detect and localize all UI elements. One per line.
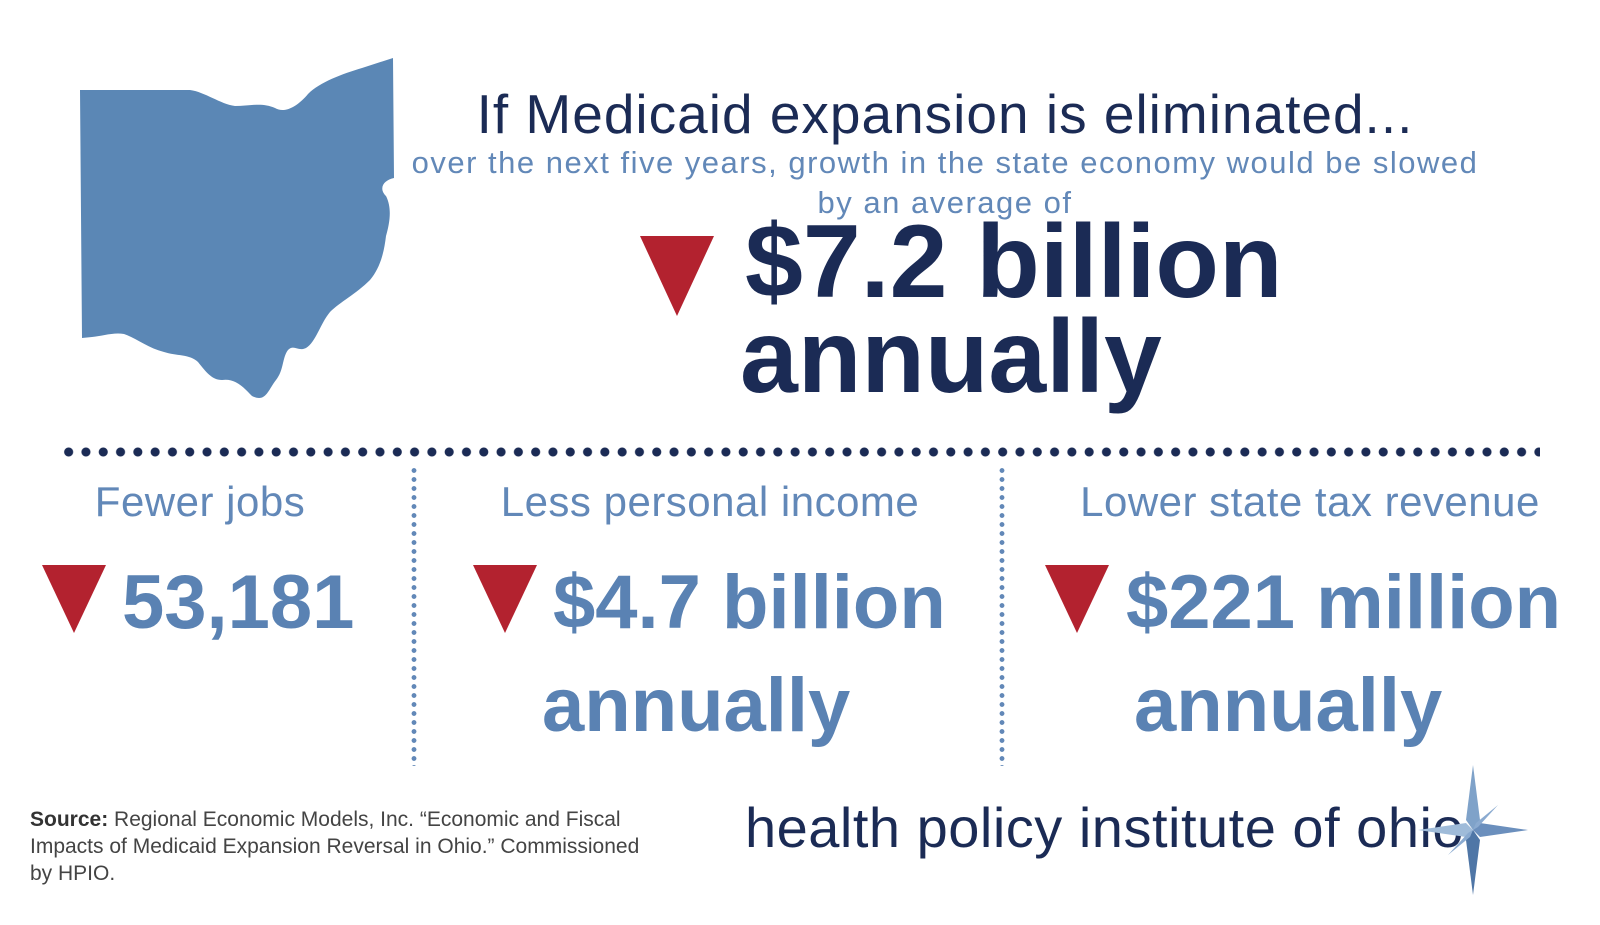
triangle-down-icon (640, 236, 714, 316)
source-citation: Source: Regional Economic Models, Inc. “… (30, 806, 650, 887)
income-title: Less personal income (500, 478, 920, 525)
tax-value: $221 million (1126, 560, 1562, 645)
ohio-map-icon (80, 58, 394, 398)
column-divider (411, 466, 417, 766)
main-figure-period: annually (740, 299, 1162, 415)
headline: If Medicaid expansion is eliminated... (476, 83, 1414, 145)
income-period: annually (542, 663, 851, 748)
tax-period: annually (1134, 663, 1443, 748)
compass-star-icon (1418, 765, 1528, 895)
organization-name: health policy institute of ohio (745, 796, 1465, 859)
column-divider (999, 466, 1005, 766)
triangle-down-icon (473, 565, 537, 633)
main-figure-amount: $7.2 billion (745, 204, 1283, 320)
source-text: Regional Economic Models, Inc. “Economic… (30, 808, 640, 885)
source-label: Source: (30, 808, 109, 831)
subheadline: over the next five years, growth in the … (411, 145, 1479, 220)
triangle-down-icon (42, 565, 106, 633)
dotted-divider (60, 446, 1540, 458)
income-value: $4.7 billion (553, 560, 946, 645)
triangle-down-icon (1045, 565, 1109, 633)
jobs-title: Fewer jobs (94, 478, 306, 525)
tax-title: Lower state tax revenue (1080, 478, 1540, 525)
jobs-value: 53,181 (122, 560, 355, 645)
